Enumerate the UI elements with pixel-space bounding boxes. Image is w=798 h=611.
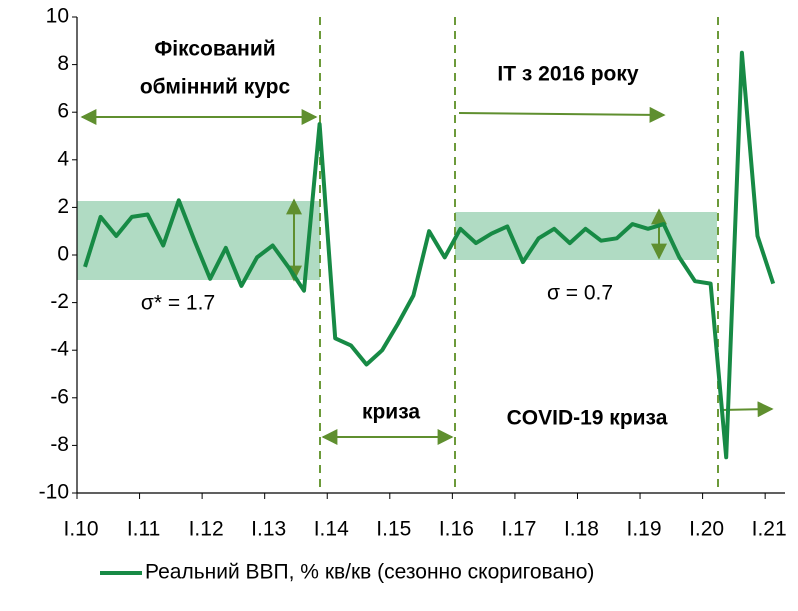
x-tick-label: I.17 xyxy=(501,518,536,541)
y-tick-label: 2 xyxy=(57,195,69,218)
x-tick-label: I.16 xyxy=(439,518,474,541)
y-tick-label: -6 xyxy=(50,385,69,408)
annotation: σ* = 1.7 xyxy=(141,292,215,315)
band xyxy=(77,201,320,280)
annotation: Фіксований xyxy=(154,38,275,61)
y-tick-label: 0 xyxy=(57,243,69,266)
annotation: σ = 0.7 xyxy=(547,282,613,305)
x-tick-label: I.20 xyxy=(689,518,724,541)
x-tick-label: I.12 xyxy=(189,518,224,541)
y-tick-label: -10 xyxy=(39,481,69,504)
arrow xyxy=(458,106,666,123)
x-tick-label: I.18 xyxy=(564,518,599,541)
x-tick-label: I.19 xyxy=(627,518,662,541)
annotation: COVID-19 криза xyxy=(507,407,668,430)
y-tick-label: 8 xyxy=(57,52,69,75)
y-tick-label: 6 xyxy=(57,100,69,123)
y-tick-label: -4 xyxy=(50,338,69,361)
x-tick-label: I.21 xyxy=(752,518,787,541)
x-tick-label: I.11 xyxy=(127,518,160,541)
x-tick-label: I.14 xyxy=(314,518,349,541)
band xyxy=(455,212,717,260)
annotation: IT з 2016 року xyxy=(497,63,638,86)
annotation: обмінний курс xyxy=(140,76,291,99)
x-tick-label: I.15 xyxy=(376,518,411,541)
series-line xyxy=(83,50,776,460)
y-tick-label: -8 xyxy=(50,433,69,456)
x-tick-label: I.10 xyxy=(63,518,98,541)
legend-label: Реальний ВВП, % кв/кв (сезонно скоригова… xyxy=(145,561,594,584)
y-tick-label: -2 xyxy=(50,290,69,313)
annotation: криза xyxy=(362,401,420,424)
y-tick-label: 4 xyxy=(57,147,69,170)
y-tick-label: 10 xyxy=(46,5,69,28)
x-tick-label: I.13 xyxy=(251,518,286,541)
